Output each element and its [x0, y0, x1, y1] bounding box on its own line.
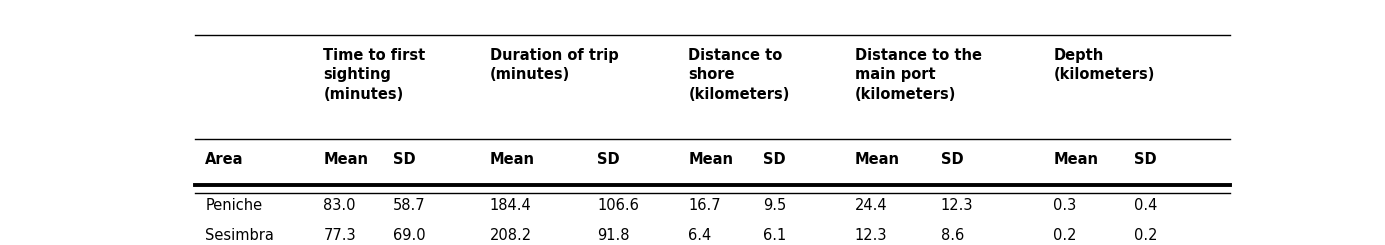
Text: 91.8: 91.8 [597, 228, 630, 243]
Text: Mean: Mean [490, 152, 535, 167]
Text: 6.1: 6.1 [763, 228, 787, 243]
Text: 12.3: 12.3 [855, 228, 888, 243]
Text: 12.3: 12.3 [940, 198, 974, 213]
Text: 208.2: 208.2 [490, 228, 532, 243]
Text: 8.6: 8.6 [940, 228, 964, 243]
Text: Sesimbra: Sesimbra [205, 228, 274, 243]
Text: 69.0: 69.0 [393, 228, 425, 243]
Text: Mean: Mean [855, 152, 900, 167]
Text: Time to first
sighting
(minutes): Time to first sighting (minutes) [324, 48, 425, 102]
Text: Mean: Mean [688, 152, 733, 167]
Text: 0.3: 0.3 [1053, 198, 1076, 213]
Text: Area: Area [205, 152, 244, 167]
Text: 16.7: 16.7 [688, 198, 722, 213]
Text: SD: SD [597, 152, 619, 167]
Text: SD: SD [763, 152, 787, 167]
Text: Mean: Mean [324, 152, 368, 167]
Text: 83.0: 83.0 [324, 198, 356, 213]
Text: Mean: Mean [1053, 152, 1098, 167]
Text: SD: SD [393, 152, 416, 167]
Text: 6.4: 6.4 [688, 228, 712, 243]
Text: Depth
(kilometers): Depth (kilometers) [1053, 48, 1155, 83]
Text: 77.3: 77.3 [324, 228, 356, 243]
Text: 106.6: 106.6 [597, 198, 638, 213]
Text: SD: SD [1134, 152, 1156, 167]
Text: Duration of trip
(minutes): Duration of trip (minutes) [490, 48, 619, 83]
Text: 24.4: 24.4 [855, 198, 888, 213]
Text: 0.2: 0.2 [1134, 228, 1158, 243]
Text: Distance to the
main port
(kilometers): Distance to the main port (kilometers) [855, 48, 982, 102]
Text: 0.4: 0.4 [1134, 198, 1158, 213]
Text: Peniche: Peniche [205, 198, 262, 213]
Text: 184.4: 184.4 [490, 198, 532, 213]
Text: 0.2: 0.2 [1053, 228, 1076, 243]
Text: 58.7: 58.7 [393, 198, 425, 213]
Text: SD: SD [940, 152, 963, 167]
Text: 9.5: 9.5 [763, 198, 787, 213]
Text: Distance to
shore
(kilometers): Distance to shore (kilometers) [688, 48, 789, 102]
